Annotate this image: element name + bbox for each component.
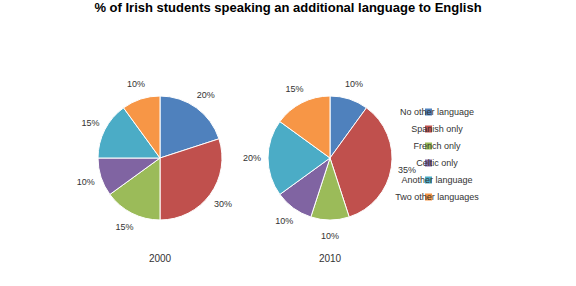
svg-text:20%: 20% <box>197 90 215 100</box>
svg-text:10%: 10% <box>345 79 363 89</box>
svg-text:15%: 15% <box>116 222 134 232</box>
svg-text:No other language: No other language <box>400 107 474 117</box>
svg-text:10%: 10% <box>77 177 95 187</box>
svg-text:2010: 2010 <box>319 253 342 264</box>
svg-text:Spanish only: Spanish only <box>411 124 463 134</box>
svg-text:French only: French only <box>413 141 461 151</box>
html-text:% of Irish students speaking a: % of Irish students speaking an addition… <box>94 0 482 15</box>
svg-text:Celtic only: Celtic only <box>416 158 458 168</box>
svg-text:20%: 20% <box>243 153 261 163</box>
svg-text:15%: 15% <box>286 84 304 94</box>
svg-text:Two other languages: Two other languages <box>395 192 479 202</box>
svg-text:35%: 35% <box>398 165 416 175</box>
svg-text:10%: 10% <box>321 231 339 241</box>
svg-text:15%: 15% <box>81 118 99 128</box>
svg-text:10%: 10% <box>275 216 293 226</box>
svg-text:10%: 10% <box>127 79 145 89</box>
svg-text:Another language: Another language <box>401 175 472 185</box>
svg-text:30%: 30% <box>214 199 232 209</box>
svg-text:2000: 2000 <box>149 253 172 264</box>
